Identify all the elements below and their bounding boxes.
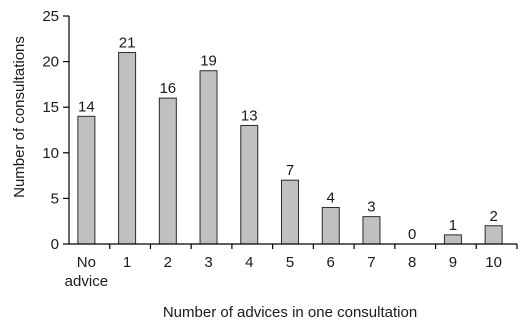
y-tick-label: 15 xyxy=(42,99,59,116)
x-tick-label: 5 xyxy=(286,254,294,271)
bar xyxy=(484,225,503,245)
y-axis-title: Number of consultations xyxy=(11,36,28,198)
x-tick-label: 10 xyxy=(485,254,502,271)
x-tick-label: 7 xyxy=(367,254,375,271)
data-label: 21 xyxy=(119,34,136,51)
data-label: 2 xyxy=(489,208,497,225)
bar xyxy=(281,179,299,245)
data-label: 3 xyxy=(367,199,375,216)
x-tick-label: 8 xyxy=(408,254,416,271)
bars xyxy=(77,51,503,245)
data-label: 4 xyxy=(327,190,335,207)
y-tick-label: 25 xyxy=(42,8,59,25)
x-tick-label: 1 xyxy=(123,254,131,271)
x-tick-label: 3 xyxy=(204,254,212,271)
bar xyxy=(158,97,177,245)
x-tick-label: 9 xyxy=(449,254,457,271)
bar xyxy=(240,124,259,245)
data-label: 13 xyxy=(241,107,258,124)
data-label: 0 xyxy=(408,226,416,243)
data-labels: 14 21 16 19 13 7 4 3 0 1 2 xyxy=(78,34,498,243)
y-tick-label: 5 xyxy=(51,190,59,207)
x-tick-label: advice xyxy=(65,273,108,290)
x-axis-title: Number of advices in one consultation xyxy=(163,304,417,321)
y-tick-label: 0 xyxy=(51,236,59,253)
y-tick-label: 20 xyxy=(42,54,59,71)
bar xyxy=(443,234,462,245)
x-tick-label: No xyxy=(77,254,96,271)
x-tick-label: 2 xyxy=(164,254,172,271)
x-tick-label: 6 xyxy=(327,254,335,271)
plot-area: 14 21 16 19 13 7 4 3 0 1 2 0 5 10 15 20 25 No advice 1 2 3 4… xyxy=(42,8,518,290)
y-ticks: 0 5 10 15 20 25 xyxy=(42,8,69,253)
bar xyxy=(362,216,381,245)
data-label: 1 xyxy=(449,217,457,234)
bar xyxy=(321,207,340,245)
x-tick-label: 4 xyxy=(245,254,253,271)
data-label: 16 xyxy=(159,80,176,97)
data-label: 14 xyxy=(78,98,95,115)
data-label: 7 xyxy=(286,162,294,179)
x-ticks: No advice 1 2 3 4 5 6 7 8 9 10 xyxy=(65,244,518,290)
bar xyxy=(199,70,218,245)
bar xyxy=(118,51,137,245)
y-tick-label: 10 xyxy=(42,145,59,162)
bar xyxy=(77,115,96,245)
data-label: 19 xyxy=(200,53,217,70)
